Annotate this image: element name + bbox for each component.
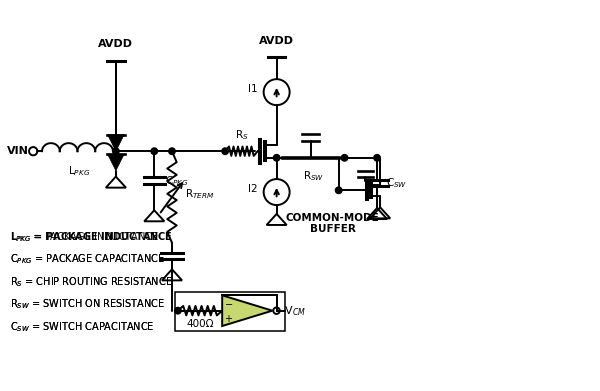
- Polygon shape: [222, 295, 272, 326]
- Text: R$_{TERM}$: R$_{TERM}$: [185, 187, 214, 201]
- Text: R$_S$ = CHIP ROUTING RESISTANCE: R$_S$ = CHIP ROUTING RESISTANCE: [10, 275, 172, 289]
- Text: R$_S$: R$_S$: [235, 129, 248, 142]
- Text: I2: I2: [248, 184, 258, 194]
- Text: C$_{PKG}$: C$_{PKG}$: [165, 174, 188, 188]
- Text: L$_{PKG}$ = PACKAGE INDUCTANCE: L$_{PKG}$ = PACKAGE INDUCTANCE: [10, 230, 172, 244]
- Text: $-$: $-$: [224, 298, 233, 308]
- Text: C$_{SW}$ = SWITCH CAPACITANCE: C$_{SW}$ = SWITCH CAPACITANCE: [10, 320, 154, 334]
- Text: R$_{SW}$ = SWITCH ON RESISTANCE: R$_{SW}$ = SWITCH ON RESISTANCE: [10, 297, 164, 311]
- Polygon shape: [107, 154, 124, 171]
- Polygon shape: [107, 135, 124, 151]
- Circle shape: [222, 148, 229, 154]
- Circle shape: [169, 148, 175, 154]
- Circle shape: [175, 307, 181, 314]
- Circle shape: [151, 148, 158, 154]
- Text: C$_{SW}$: C$_{SW}$: [386, 176, 408, 190]
- Circle shape: [341, 154, 348, 161]
- Text: C$_{PKG}$ = PACKAGE CAPACITANCE: C$_{PKG}$ = PACKAGE CAPACITANCE: [10, 252, 164, 266]
- Text: L$_{PKG}$ = PACKAGE INDUCTANCE: L$_{PKG}$ = PACKAGE INDUCTANCE: [10, 230, 158, 244]
- Text: C$_{PKG}$ = PACKAGE CAPACITANCE: C$_{PKG}$ = PACKAGE CAPACITANCE: [10, 252, 164, 266]
- Text: R$_{SW}$ = SWITCH ON RESISTANCE: R$_{SW}$ = SWITCH ON RESISTANCE: [10, 297, 164, 311]
- Text: V$_{CM}$: V$_{CM}$: [281, 304, 307, 317]
- Text: VIN: VIN: [7, 146, 28, 156]
- Text: COMMON-MODE
BUFFER: COMMON-MODE BUFFER: [286, 213, 380, 234]
- Bar: [175, 292, 286, 331]
- Text: 400Ω: 400Ω: [186, 319, 214, 329]
- Circle shape: [274, 154, 280, 161]
- Text: I1: I1: [248, 84, 258, 94]
- Text: AVDD: AVDD: [98, 39, 133, 49]
- Text: C$_{SW}$ = SWITCH CAPACITANCE: C$_{SW}$ = SWITCH CAPACITANCE: [10, 320, 154, 334]
- Text: AVDD: AVDD: [259, 36, 294, 46]
- Circle shape: [374, 154, 380, 161]
- Circle shape: [113, 148, 119, 154]
- Circle shape: [335, 187, 342, 194]
- Text: $+$: $+$: [224, 313, 233, 324]
- Text: L$_{PKG}$: L$_{PKG}$: [68, 164, 90, 178]
- Text: R$_{SW}$: R$_{SW}$: [303, 170, 324, 183]
- Text: R$_S$ = CHIP ROUTING RESISTANCE: R$_S$ = CHIP ROUTING RESISTANCE: [10, 275, 172, 289]
